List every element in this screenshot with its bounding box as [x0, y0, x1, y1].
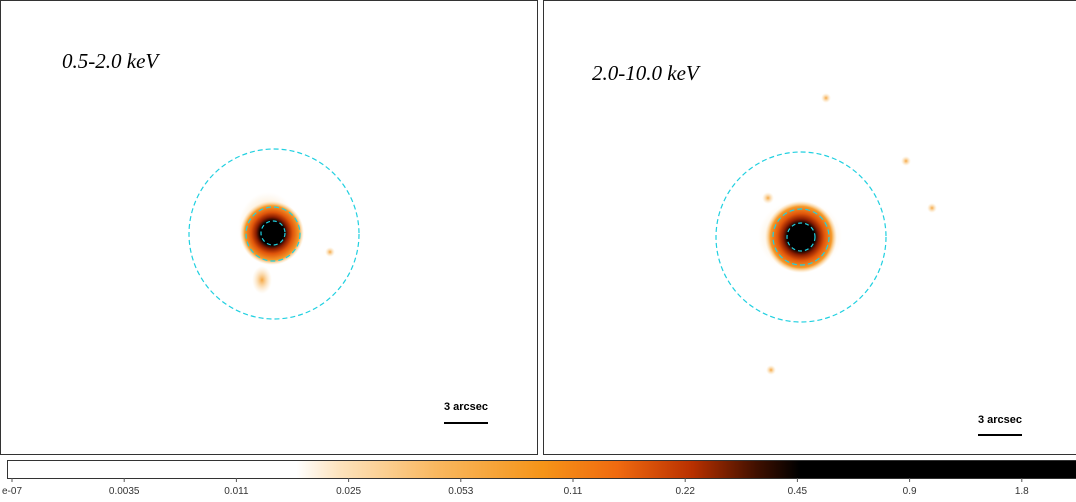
- colorbar: [7, 460, 1076, 479]
- scale-label: 3 arcsec: [444, 401, 488, 413]
- colorbar-label: 0.11: [564, 486, 583, 497]
- colorbar-label: 0.0035: [109, 486, 140, 497]
- colorbar-label: 1.8: [1015, 486, 1029, 497]
- region-circle: [188, 148, 360, 320]
- colorbar-labels: e-07 0.0035 0.011 0.025 0.053 0.11 0.22 0.45 0.9…: [2, 478, 1029, 497]
- colorbar-label: e-07: [2, 486, 22, 497]
- region-circle: [715, 151, 887, 323]
- region-circle: [772, 208, 830, 266]
- panel-title: 2.0-10.0 keV: [592, 61, 701, 85]
- colorbar-label: 0.025: [336, 486, 361, 497]
- region-circle: [245, 206, 301, 262]
- colorbar-label: 0.22: [675, 486, 695, 497]
- colorbar-label: 0.9: [903, 486, 917, 497]
- region-circle: [786, 222, 816, 252]
- colorbar-label: 0.053: [448, 486, 473, 497]
- region-circle: [260, 220, 286, 246]
- source-emission: [238, 192, 335, 294]
- scale-label: 3 arcsec: [978, 414, 1022, 426]
- panel-title: 0.5-2.0 keV: [62, 49, 160, 73]
- colorbar-label: 0.45: [788, 486, 808, 497]
- colorbar-label: 0.011: [224, 486, 249, 497]
